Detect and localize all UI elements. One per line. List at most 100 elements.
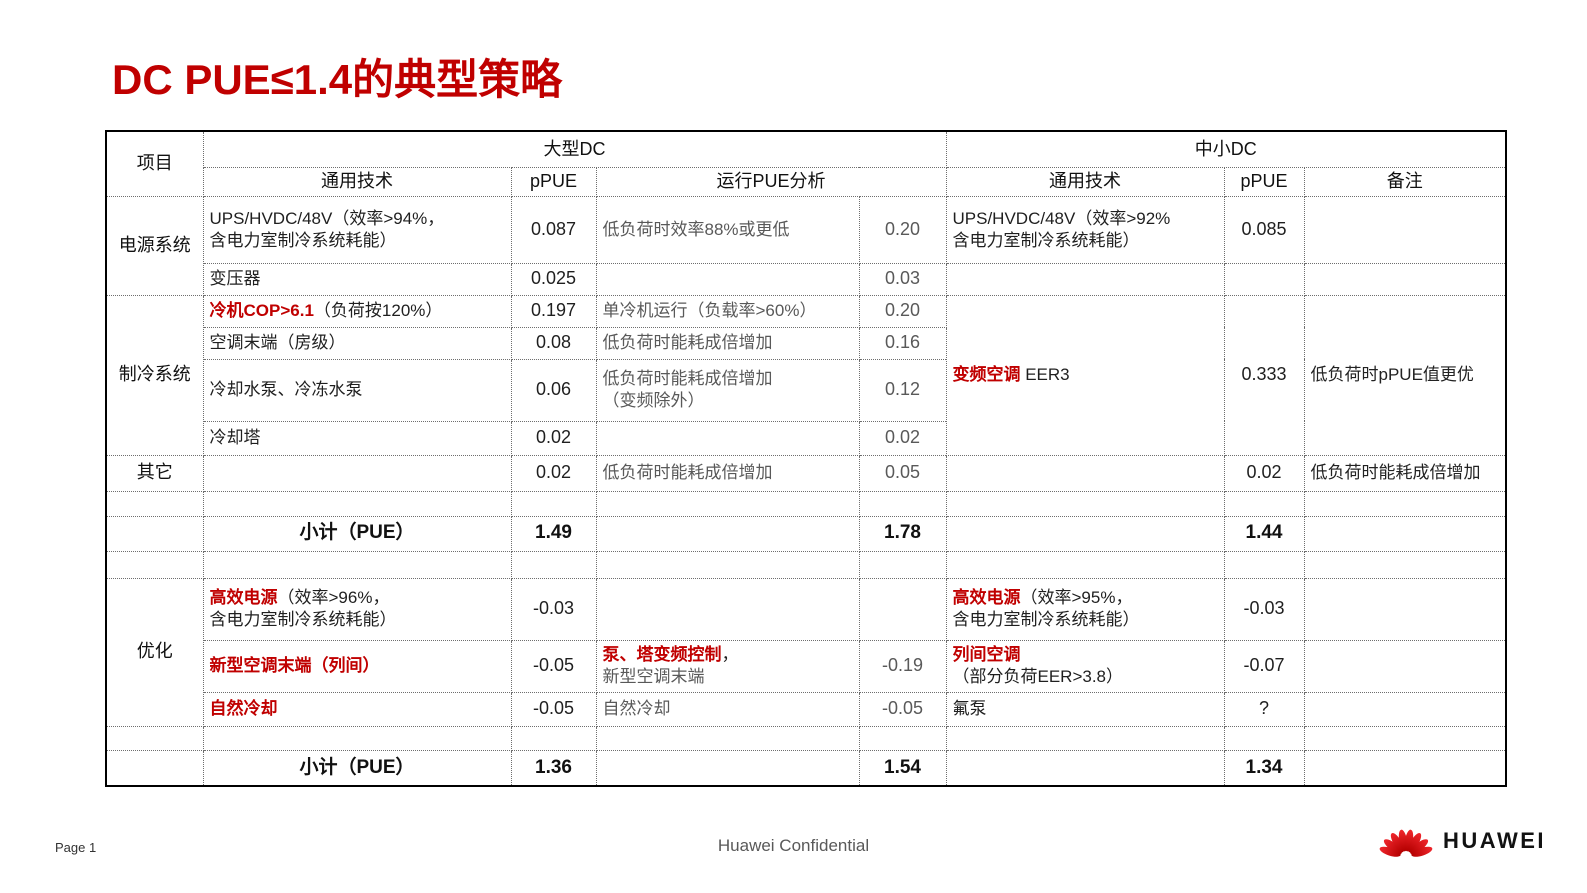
cell-chiller-analysis-value: 0.20 [858, 294, 947, 328]
cell-hi-eff-power-ppue: -0.03 [510, 577, 597, 641]
cell-new-ac-analysis: 泵、塔变频控制， 新型空调末端 [595, 639, 860, 693]
header-item: 项目 [105, 130, 204, 197]
row-ac-right-line2: （部分负荷EER>3.8） [952, 667, 1124, 686]
cell-other-analysis-value: 0.05 [858, 454, 947, 492]
spacer-cell [105, 490, 204, 517]
cell-subtotal1-analysis [595, 515, 860, 552]
hi-eff-power-keyword: 高效电源 [209, 588, 278, 608]
cell-subtotal1-label: 小计（PUE） [202, 515, 512, 552]
spacer-cell [595, 550, 860, 579]
spacer-cell [105, 550, 204, 579]
cell-transformer-right-tech [945, 262, 1225, 296]
pumps-analysis-line2: （变频除外） [602, 391, 705, 410]
cell-other-right-remark: 低负荷时能耗成倍增加 [1303, 454, 1507, 492]
hi-eff-power-line1: 高效电源（效率>96%， [210, 587, 505, 609]
strategy-table: 项目 大型DC 中小DC 通用技术 pPUE 运行PUE分析 通用技术 pPUE… [105, 130, 1508, 787]
row-ac-right-keyword: 列间空调 [952, 645, 1021, 665]
cell-hi-eff-power-tech: 高效电源（效率>96%， 含电力室制冷系统耗能） [202, 577, 512, 641]
cell-tower-tech: 冷却塔 [202, 420, 512, 456]
page-title: DC PUE≤1.4的典型策略 [112, 46, 562, 107]
cell-chiller-tech: 冷机COP>6.1（负荷按120%） [202, 294, 512, 328]
page-number: Page 1 [55, 840, 97, 855]
cell-fluorine-pump-remark [1303, 691, 1507, 727]
huawei-logo-text: HUAWEI [1443, 828, 1546, 853]
cell-subtotal2-analysis [595, 749, 860, 787]
header-large-dc: 大型DC [202, 130, 947, 168]
cell-subtotal1-right-ppue: 1.44 [1223, 515, 1305, 552]
chiller-rest: （负荷按120%） [313, 301, 443, 321]
header-run-pue-analysis: 运行PUE分析 [595, 166, 947, 197]
cell-new-ac-analysis-value: -0.19 [858, 639, 947, 693]
cell-subtotal1-right-tech [945, 515, 1225, 552]
free-cooling-keyword: 自然冷却 [209, 699, 278, 719]
cell-ac-terminal-tech: 空调末端（房级） [202, 326, 512, 360]
cell-hi-eff-power-analysis-value [858, 577, 947, 641]
vf-ac-rest: EER3 [1020, 365, 1070, 385]
spacer-cell [858, 550, 947, 579]
cell-ups-ppue: 0.087 [510, 195, 597, 264]
section-other: 其它 [105, 454, 204, 492]
cell-free-cooling-ppue: -0.05 [510, 691, 597, 727]
cell-ups-analysis-value: 0.20 [858, 195, 947, 264]
confidential-label: Huawei Confidential [717, 836, 870, 855]
cell-vf-ac-remark: 低负荷时pPUE值更优 [1303, 294, 1507, 456]
header-ppue: pPUE [510, 166, 597, 197]
section-power-system: 电源系统 [105, 195, 204, 296]
cell-other-right-ppue: 0.02 [1223, 454, 1305, 492]
new-ac-analysis-line1: 泵、塔变频控制， [603, 644, 853, 666]
huawei-logo: HUAWEI [1378, 820, 1546, 862]
section-optimize: 优化 [105, 577, 204, 727]
cell-subtotal2-remark [1303, 749, 1507, 787]
hi-eff-power-right-line1: 高效电源（效率>95%， [953, 587, 1218, 609]
cell-ups-right-tech: UPS/HVDC/48V（效率>92% 含电力室制冷系统耗能） [945, 195, 1225, 264]
cell-ups-tech: UPS/HVDC/48V（效率>94%， 含电力室制冷系统耗能） [202, 195, 512, 264]
cell-pumps-analysis: 低负荷时能耗成倍增加 （变频除外） [595, 358, 860, 422]
new-ac-analysis-comma: ， [721, 645, 739, 665]
cell-transformer-analysis [595, 262, 860, 296]
cell-new-ac-tech: 新型空调末端（列间） [202, 639, 512, 693]
spacer-cell [1303, 725, 1507, 751]
cell-subtotal2-label: 小计（PUE） [202, 749, 512, 787]
cell-free-cooling-analysis: 自然冷却 [595, 691, 860, 727]
cell-subtotal1-remark [1303, 515, 1507, 552]
cell-other-right-tech [945, 454, 1225, 492]
cell-ups-right-ppue: 0.085 [1223, 195, 1305, 264]
header-small-dc: 中小DC [945, 130, 1507, 168]
cell-chiller-ppue: 0.197 [510, 294, 597, 328]
title-cjk: 的典型策略 [352, 58, 563, 104]
cell-tower-analysis-value: 0.02 [858, 420, 947, 456]
header-common-tech-2: 通用技术 [945, 166, 1225, 197]
cell-fluorine-pump-ppue: ? [1223, 691, 1305, 727]
pumps-analysis-line1: 低负荷时能耗成倍增加 [602, 369, 773, 389]
cell-vf-ac-ppue: 0.333 [1223, 294, 1305, 456]
cell-vf-ac-tech: 变频空调 EER3 [945, 294, 1225, 456]
header-common-tech: 通用技术 [202, 166, 512, 197]
cell-ups-analysis: 低负荷时效率88%或更低 [595, 195, 860, 264]
cell-subtotal2-right-ppue: 1.34 [1223, 749, 1305, 787]
cell-subtotal1-item [105, 515, 204, 552]
header-remark: 备注 [1303, 166, 1507, 197]
ups-tech-line1: UPS/HVDC/48V（效率>94%， [209, 208, 445, 228]
cell-tower-analysis [595, 420, 860, 456]
row-ac-right-line1: 列间空调 [953, 644, 1218, 666]
cell-subtotal1-analysis-value: 1.78 [858, 515, 947, 552]
vf-ac-keyword: 变频空调 [952, 365, 1021, 385]
cell-pumps-tech: 冷却水泵、冷冻水泵 [202, 358, 512, 422]
title-latin: DC PUE≤1.4 [112, 56, 353, 103]
ups-right-tech-line1: UPS/HVDC/48V（效率>92% [952, 208, 1171, 228]
cell-row-ac-right-ppue: -0.07 [1223, 639, 1305, 693]
cell-transformer-ppue: 0.025 [510, 262, 597, 296]
spacer-cell [1223, 725, 1305, 751]
cell-other-ppue: 0.02 [510, 454, 597, 492]
hi-eff-power-line2: 含电力室制冷系统耗能） [209, 610, 397, 629]
spacer-cell [1223, 490, 1305, 517]
spacer-cell [105, 725, 204, 751]
cell-ac-terminal-analysis: 低负荷时能耗成倍增加 [595, 326, 860, 360]
cell-transformer-tech: 变压器 [202, 262, 512, 296]
spacer-cell [595, 490, 860, 517]
cell-free-cooling-tech: 自然冷却 [202, 691, 512, 727]
cell-free-cooling-analysis-value: -0.05 [858, 691, 947, 727]
cell-hi-eff-power-analysis [595, 577, 860, 641]
spacer-cell [510, 490, 597, 517]
cell-transformer-right-ppue [1223, 262, 1305, 296]
